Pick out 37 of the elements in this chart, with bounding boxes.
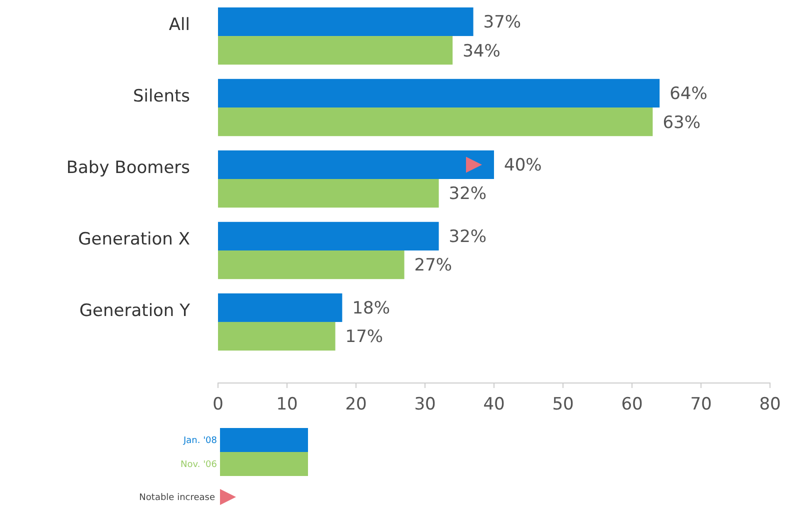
bar	[218, 150, 494, 179]
data-label: 18%	[352, 298, 390, 319]
bar	[218, 7, 474, 36]
bar	[218, 293, 342, 322]
text: Nov. '06	[180, 460, 218, 470]
text: Notable increase	[139, 493, 216, 504]
x-tick-label: 80	[759, 394, 781, 415]
bar	[218, 36, 453, 65]
x-tick-label: 50	[552, 394, 574, 415]
x-tick-label: 60	[621, 394, 643, 415]
bar	[218, 108, 653, 136]
bar	[218, 250, 404, 280]
bar	[218, 322, 336, 351]
y-tick-label: Generation X	[78, 230, 190, 250]
data-label: 64%	[670, 84, 708, 104]
data-label: 37%	[483, 12, 522, 33]
bar	[218, 78, 660, 108]
y-tick-label: Baby Boomers	[66, 158, 190, 178]
text: Jan. '08	[182, 436, 218, 446]
x-tick-label: 10	[276, 394, 298, 415]
x-tick-label: 30	[414, 394, 436, 415]
y-tick-label: All	[168, 15, 190, 36]
data-label: 40%	[504, 156, 542, 176]
y-tick-label: Silents	[133, 86, 190, 107]
y-tick-label: Generation Y	[79, 301, 191, 322]
x-tick-label: 40	[483, 394, 505, 415]
x-tick-label: 20	[345, 394, 367, 415]
data-label: 32%	[448, 184, 487, 204]
data-label: 17%	[345, 327, 384, 348]
data-label: 27%	[414, 256, 452, 276]
bar	[218, 222, 439, 250]
data-label: 32%	[448, 227, 487, 248]
x-tick-label: 70	[690, 394, 712, 415]
data-label: 63%	[662, 112, 700, 133]
x-tick-label: 0	[212, 394, 224, 415]
data-label: 34%	[462, 41, 500, 62]
bar	[218, 179, 439, 208]
